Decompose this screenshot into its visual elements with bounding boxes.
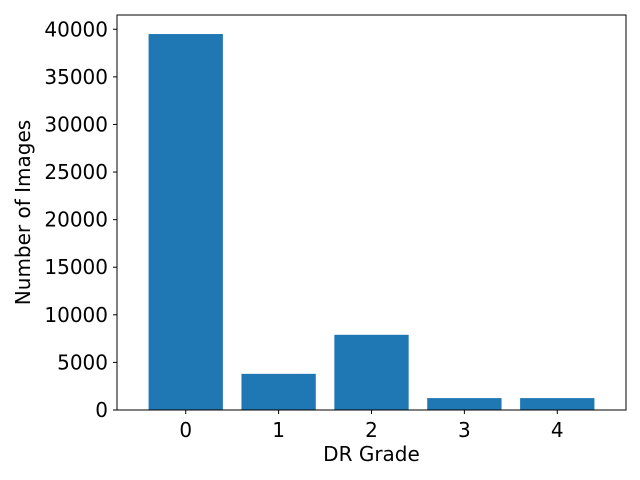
bar-grade-3: [427, 398, 502, 410]
x-tick-label: 2: [365, 418, 378, 442]
x-tick-label: 1: [272, 418, 285, 442]
x-tick-label: 0: [179, 418, 192, 442]
x-axis-label: DR Grade: [323, 442, 420, 466]
x-tick-label: 4: [551, 418, 564, 442]
bar-grade-4: [520, 398, 595, 410]
bar-grade-2: [334, 334, 409, 410]
y-tick-label: 25000: [44, 160, 108, 184]
y-tick-label: 35000: [44, 65, 108, 89]
y-tick-label: 15000: [44, 255, 108, 279]
x-tick-label: 3: [458, 418, 471, 442]
y-tick-label: 10000: [44, 303, 108, 327]
y-tick-label: 30000: [44, 112, 108, 136]
y-axis-label: Number of Images: [11, 120, 35, 305]
y-tick-label: 40000: [44, 17, 108, 41]
y-tick-label: 5000: [57, 350, 108, 374]
bar-grade-0: [148, 34, 223, 411]
y-tick-label: 20000: [44, 208, 108, 232]
ticks-layer: 0 5000 10000 15000 20000 25000 30000 35000 40000…: [44, 17, 563, 442]
y-tick-label: 0: [95, 398, 108, 422]
bars-layer: [148, 34, 595, 411]
bar-grade-1: [241, 373, 316, 410]
